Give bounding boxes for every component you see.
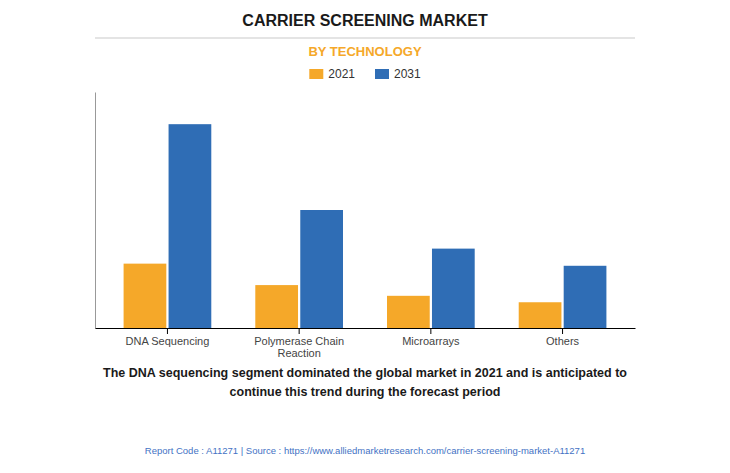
bar-series <box>169 124 607 328</box>
annotation: The DNA sequencing segment dominated the… <box>103 366 627 399</box>
text-line: Microarrays <box>402 335 460 347</box>
x-axis-line <box>96 328 636 329</box>
title: CARRIER SCREENING MARKET <box>242 12 488 29</box>
text-line: Polymerase Chain <box>254 335 344 347</box>
y-axis-line <box>95 93 96 329</box>
x-tick-label: DNA Sequencing <box>126 335 210 347</box>
x-tick-mark <box>430 328 431 334</box>
bar <box>564 266 607 328</box>
legend-swatch <box>375 69 389 79</box>
x-axis: DNA Sequencing Polymerase ChainReaction Mi… <box>96 328 636 359</box>
legend-label: 2021 <box>328 67 355 81</box>
text-line: continue this trend during the forecast … <box>230 385 501 399</box>
x-tick: Polymerase ChainReaction <box>254 328 344 359</box>
bar <box>387 296 430 328</box>
legend-item: 2021 <box>309 67 355 81</box>
x-tick: DNA Sequencing <box>126 328 210 347</box>
plot: DNA Sequencing Polymerase ChainReaction Mi… <box>96 93 636 360</box>
y-axis <box>95 93 96 329</box>
bar <box>432 249 475 328</box>
x-tick-label: Microarrays <box>402 335 460 347</box>
bar <box>169 124 212 328</box>
subtitle: BY TECHNOLOGY <box>308 44 421 59</box>
text-line: The DNA sequencing segment dominated the… <box>103 366 627 380</box>
legend-item: 2031 <box>375 67 421 81</box>
legend: 2021 2031 <box>309 67 421 81</box>
bars <box>124 124 607 328</box>
text-line: Reaction <box>277 347 320 359</box>
bar <box>519 302 562 328</box>
x-tick-mark <box>167 328 168 334</box>
text-line: Others <box>546 335 580 347</box>
legend-label: 2031 <box>394 67 421 81</box>
title-rule <box>95 38 635 39</box>
text-line: DNA Sequencing <box>126 335 210 347</box>
chart-container: CARRIER SCREENING MARKET BY TECHNOLOGY 202… <box>0 0 730 473</box>
x-tick: Others <box>546 328 580 347</box>
x-tick-label: Others <box>546 335 580 347</box>
x-tick: Microarrays <box>402 328 460 347</box>
legend-swatch <box>309 69 323 79</box>
text-line: Report Code : A11271 | Source : https://… <box>145 445 585 456</box>
x-tick-mark <box>562 328 563 334</box>
x-tick-mark <box>299 328 300 334</box>
footer: Report Code : A11271 | Source : https://… <box>145 445 585 456</box>
x-tick-label: Polymerase ChainReaction <box>254 335 344 360</box>
bar <box>124 264 167 328</box>
chart-svg: CARRIER SCREENING MARKET BY TECHNOLOGY 202… <box>0 0 730 473</box>
bar <box>300 210 343 328</box>
bar <box>255 285 298 328</box>
